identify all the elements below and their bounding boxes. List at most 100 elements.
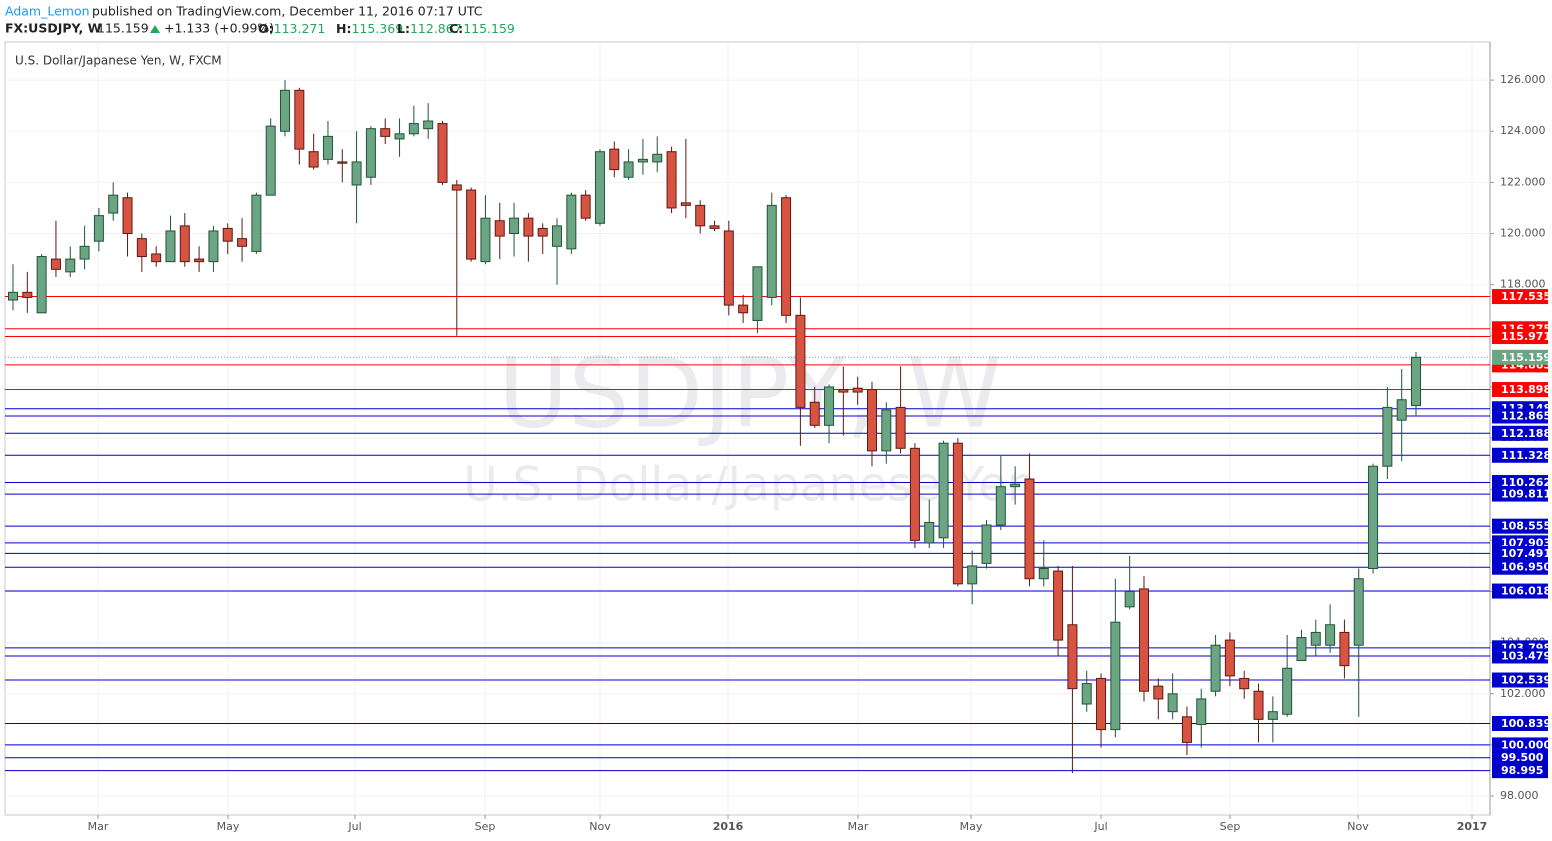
candle-body: [8, 291, 18, 301]
candle-body: [866, 389, 877, 452]
candle-body: [1196, 698, 1207, 725]
candle-body: [981, 524, 992, 564]
x-tick-label: Nov: [589, 820, 611, 833]
candle-body: [1411, 356, 1421, 407]
candle-body: [108, 194, 119, 214]
candle-body: [1310, 631, 1321, 646]
watermark: USDJPY, W: [498, 337, 1002, 449]
x-tick-label: Jul: [347, 820, 361, 833]
level-label: 111.328: [1501, 449, 1551, 462]
candle-body: [480, 217, 491, 263]
candle-body: [194, 258, 205, 263]
x-tick-label: Jul: [1093, 820, 1107, 833]
candle-body: [566, 194, 577, 250]
candle-body: [1153, 685, 1164, 700]
candle-body: [1010, 483, 1021, 488]
candle-body: [251, 194, 262, 252]
ohlc-value: 112.867: [410, 21, 462, 36]
candle-body: [1396, 399, 1407, 421]
y-tick-label: 98.000: [1500, 789, 1539, 802]
ohlc-value: 113.271: [274, 21, 326, 36]
chart-title: U.S. Dollar/Japanese Yen, W, FXCM: [15, 54, 222, 68]
candle-body: [22, 291, 33, 298]
level-label: 108.555: [1501, 520, 1551, 533]
candle-body: [1239, 677, 1250, 690]
candle-body: [494, 220, 505, 237]
ohlc-key: L:: [397, 21, 410, 36]
candle-body: [1038, 567, 1049, 580]
y-tick-label: 120.000: [1500, 227, 1546, 240]
level-label: 112.188: [1501, 427, 1551, 440]
author[interactable]: Adam_Lemon: [5, 4, 90, 19]
candle-body: [1282, 667, 1293, 715]
y-tick-label: 124.000: [1500, 124, 1546, 137]
candle-body: [738, 304, 749, 314]
candle-body: [1181, 716, 1192, 743]
candle-body: [337, 161, 348, 164]
candle-body: [1382, 406, 1393, 467]
candle-body: [1167, 693, 1178, 713]
x-tick-label: May: [217, 820, 240, 833]
candle-body: [781, 197, 792, 316]
candle-body: [265, 125, 276, 196]
ohlc-low: L:112.867: [397, 21, 462, 36]
level-label: 117.535: [1501, 290, 1551, 303]
candle-body: [79, 245, 90, 260]
ohlc-value: 115.159: [463, 21, 515, 36]
level-label-box: [1492, 715, 1548, 731]
candle-body: [652, 153, 663, 163]
candle-body: [423, 120, 434, 130]
candle-body: [1325, 624, 1336, 646]
candle-body: [523, 217, 534, 237]
ohlc-open: O:113.271: [258, 21, 325, 36]
candle-body: [909, 447, 920, 541]
x-tick-label: Sep: [475, 820, 496, 833]
level-label-box: [1492, 486, 1548, 502]
candle-body: [365, 128, 376, 178]
level-label: 100.000: [1501, 738, 1551, 751]
symbol: FX:USDJPY, W: [5, 21, 102, 36]
candle-body: [852, 387, 863, 393]
level-label: 115.971: [1501, 330, 1551, 343]
candle-body: [451, 184, 462, 191]
level-label-box: [1492, 475, 1548, 491]
candle-body: [938, 442, 949, 539]
candle-body: [1353, 578, 1364, 646]
level-label-box: [1492, 750, 1548, 766]
level-label: 106.950: [1501, 561, 1551, 574]
price: 115.159: [97, 21, 149, 36]
ohlc-key: O:: [258, 21, 274, 36]
y-tick-label: 126.000: [1500, 73, 1546, 86]
candle-body: [1224, 639, 1235, 677]
level-label: 102.539: [1501, 674, 1551, 687]
level-label-box: [1492, 737, 1548, 753]
level-label: 109.811: [1501, 488, 1551, 501]
level-label: 110.262: [1501, 476, 1551, 489]
ohlc-value: 115.369: [351, 21, 403, 36]
x-tick-label: Mar: [848, 820, 869, 833]
candle-body: [408, 123, 419, 135]
level-label: 98.995: [1501, 764, 1543, 777]
x-tick-label: 2016: [713, 820, 744, 833]
level-label-box: [1492, 329, 1548, 345]
candle-body: [895, 406, 906, 449]
candle-body: [967, 565, 978, 585]
level-label-box: [1492, 763, 1548, 779]
candle-body: [1339, 631, 1350, 667]
candle-body: [1253, 690, 1264, 720]
candle-body: [122, 197, 133, 235]
level-label: 106.018: [1501, 585, 1551, 598]
level-label: 103.479: [1501, 649, 1551, 662]
candle-body: [294, 89, 305, 150]
x-tick-label: 2017: [1457, 820, 1488, 833]
candle-body: [666, 151, 677, 209]
candle-body: [766, 204, 777, 298]
y-tick-label: 118.000: [1500, 278, 1546, 291]
candle-body: [924, 521, 935, 544]
candle-body: [380, 128, 391, 137]
candle-body: [437, 123, 448, 183]
last-price-box: [1492, 349, 1548, 365]
candle-body: [680, 202, 691, 206]
